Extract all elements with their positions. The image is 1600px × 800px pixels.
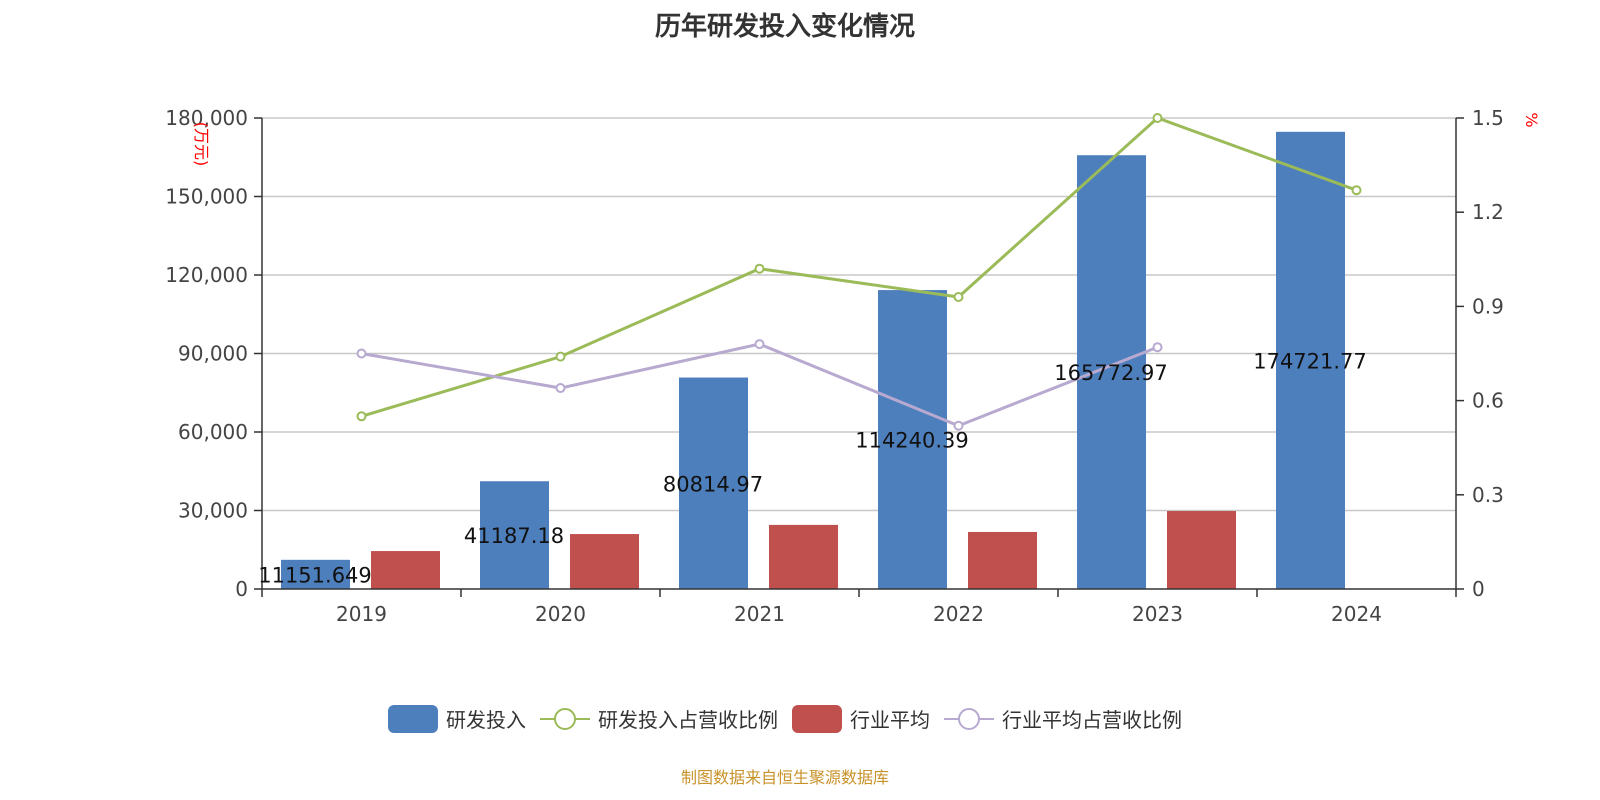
- line-rd-ratio: [361, 116, 1358, 418]
- bar-rd-2022: [878, 290, 947, 589]
- source-note: 制图数据来自恒生聚源数据库: [680, 768, 889, 787]
- y-right-tick-label: 0.6: [1472, 389, 1504, 413]
- x-tick-label: 2023: [1132, 602, 1183, 626]
- legend-item-rd[interactable]: 研发投入: [388, 704, 526, 733]
- data-label: 80814.97: [663, 472, 763, 496]
- legend-item-industry[interactable]: 行业平均: [792, 704, 930, 733]
- legend-item-industry-ratio[interactable]: 行业平均占营收比例: [944, 704, 1182, 733]
- line-point: [555, 383, 566, 394]
- bar-rd-2021: [679, 377, 748, 589]
- y-left-tick-label: 90,000: [178, 342, 248, 366]
- legend-label: 研发投入: [446, 708, 526, 732]
- x-tick-label: 2022: [933, 602, 984, 626]
- bar-rd-2020: [480, 481, 549, 589]
- y-left-axis-label: (万元): [192, 122, 211, 167]
- legend-swatch-line: [540, 707, 590, 730]
- line-point: [1152, 113, 1163, 123]
- bar-industry-2023: [1167, 511, 1236, 589]
- y-left-tick-label: 150,000: [165, 185, 248, 209]
- legend-label: 行业平均: [850, 708, 930, 732]
- y-right-axis-label: %: [1522, 112, 1541, 127]
- legend: 研发投入 研发投入占营收比例 行业平均 行业平均占营收比例: [0, 704, 1570, 733]
- y-right-tick-label: 1.5: [1472, 106, 1504, 130]
- bar-industry-2021: [769, 524, 838, 589]
- data-label: 41187.18: [464, 524, 564, 548]
- bar-rd-2023: [1077, 155, 1146, 589]
- line-point: [953, 420, 964, 431]
- y-left-tick-label: 180,000: [165, 106, 248, 130]
- line-point: [754, 263, 765, 274]
- y-right-tick-label: 0.3: [1472, 483, 1504, 507]
- line-point: [953, 291, 964, 302]
- y-left-tick-label: 60,000: [178, 420, 248, 444]
- data-label: 11151.649: [258, 563, 372, 587]
- line-point: [356, 348, 367, 359]
- x-tick-label: 2020: [535, 602, 586, 626]
- chart-title: 历年研发投入变化情况: [654, 12, 915, 42]
- legend-label: 行业平均占营收比例: [1002, 708, 1182, 732]
- y-left-tick-label: 0: [235, 577, 248, 601]
- data-label: 165772.97: [1054, 361, 1168, 385]
- y-left-tick-label: 30,000: [178, 499, 248, 523]
- bar-industry-2022: [968, 531, 1037, 589]
- line-point: [1152, 342, 1163, 353]
- bar-industry-2020: [570, 534, 639, 589]
- bar-industry-2019: [371, 551, 440, 589]
- bar-rd-2019: [281, 559, 350, 589]
- legend-item-rd-ratio[interactable]: 研发投入占营收比例: [540, 704, 778, 733]
- y-right-tick-label: 0: [1472, 577, 1485, 601]
- x-tick-label: 2021: [734, 602, 785, 626]
- line-industry-ratio: [361, 342, 1159, 428]
- legend-swatch-bar: [792, 704, 842, 733]
- line-point: [555, 351, 566, 362]
- x-tick-label: 2019: [336, 602, 387, 626]
- x-tick-label: 2024: [1331, 602, 1382, 626]
- line-point: [356, 411, 367, 422]
- y-right-tick-label: 1.2: [1472, 200, 1504, 224]
- data-label: 174721.77: [1253, 349, 1367, 373]
- y-left-tick-label: 120,000: [165, 263, 248, 287]
- chart-canvas: 0 30,000 60,000 90,000 120,000 150,000 180,000…: [165, 106, 1541, 626]
- legend-swatch-bar: [388, 704, 438, 733]
- line-point: [1351, 185, 1362, 196]
- legend-label: 研发投入占营收比例: [598, 708, 778, 732]
- y-right-tick-label: 0.9: [1472, 294, 1504, 318]
- bar-rd-2024: [1276, 131, 1345, 589]
- data-label: 114240.39: [855, 429, 969, 453]
- line-point: [754, 339, 765, 350]
- legend-swatch-line: [944, 707, 994, 730]
